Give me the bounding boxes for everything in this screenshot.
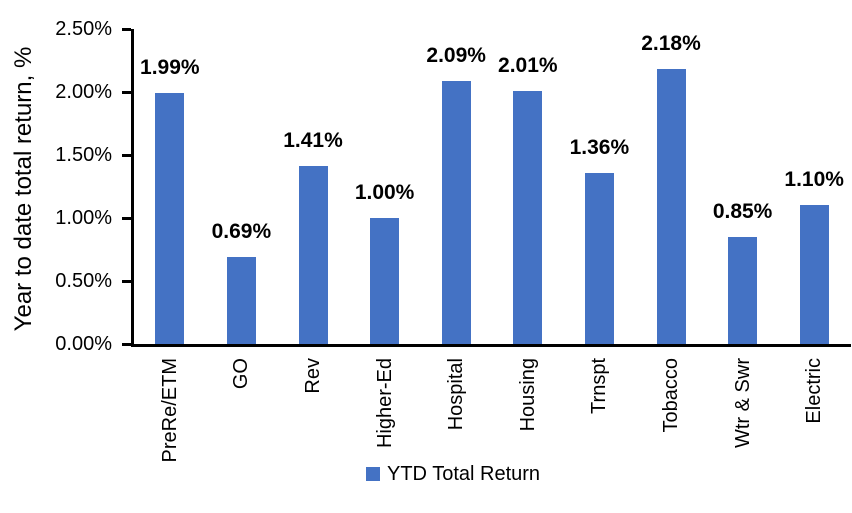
bar (728, 237, 758, 344)
x-axis-line (131, 344, 851, 347)
y-tick-label: 0.00% (55, 333, 112, 355)
y-tick-label: 2.50% (55, 18, 112, 40)
y-tick-mark (122, 217, 131, 220)
y-tick-mark (122, 28, 131, 31)
bar (441, 81, 471, 344)
y-tick-mark (122, 91, 131, 94)
y-tick-label: 1.50% (55, 144, 112, 166)
y-tick-mark (122, 343, 131, 346)
bar-value-label: 2.01% (498, 54, 558, 77)
bar-value-label: 1.00% (354, 181, 415, 204)
bar (584, 173, 614, 344)
x-category-label: Rev (302, 358, 324, 394)
y-tick-label: 0.50% (55, 270, 112, 292)
y-tick-mark (122, 280, 131, 283)
bar-value-label: 0.69% (211, 220, 272, 243)
x-category-label: Tobacco (660, 358, 682, 433)
x-category-label: Hospital (445, 358, 468, 431)
bar-value-label: 0.85% (712, 200, 773, 223)
bar (513, 91, 543, 344)
bar (298, 166, 328, 344)
bar-value-label: 2.09% (426, 44, 486, 67)
x-category-label: Wtr & Swr (731, 358, 754, 448)
bar (799, 205, 829, 344)
bar (226, 257, 256, 344)
y-tick-mark (122, 154, 131, 157)
legend: YTD Total Return (366, 462, 540, 486)
x-category-label: PreRe/ETM (158, 358, 181, 463)
bar (656, 69, 686, 344)
bar-value-label: 2.18% (641, 32, 701, 55)
x-category-label: Higher-Ed (373, 358, 396, 449)
y-tick-label: 1.00% (55, 207, 112, 229)
y-tick-label: 2.00% (55, 81, 112, 103)
legend-swatch-icon (366, 467, 380, 481)
legend-label: YTD Total Return (387, 463, 541, 485)
bar (370, 218, 400, 344)
x-category-label: Electric (803, 358, 826, 424)
x-category-label: Housing (516, 358, 539, 432)
bar-value-label: 1.99% (140, 56, 200, 79)
x-category-label: Trnspt (588, 358, 611, 414)
bar-value-label: 1.10% (784, 168, 844, 191)
bar-value-label: 1.36% (569, 136, 630, 159)
bar (155, 93, 185, 344)
x-category-label: GO (230, 358, 253, 390)
bar-value-label: 1.41% (283, 129, 343, 152)
y-axis-line (131, 29, 134, 347)
